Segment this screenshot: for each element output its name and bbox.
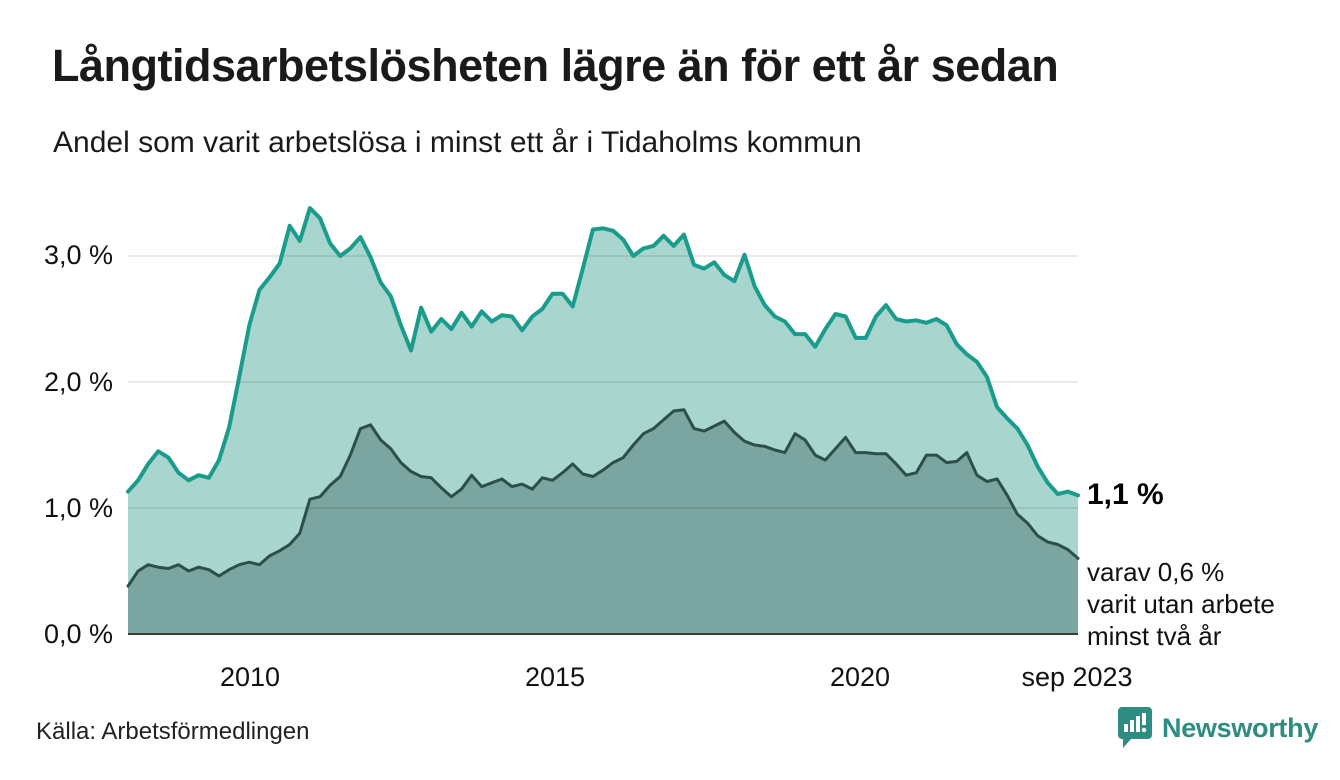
y-axis-tick: 3,0 % [43,240,113,270]
y-axis-tick: 1,0 % [43,493,113,523]
x-axis-tick: sep 2023 [1021,662,1133,692]
page-title: Långtidsarbetslösheten lägre än för ett … [52,40,1059,91]
chart-subtitle: Andel som varit arbetslösa i minst ett å… [53,126,862,159]
source-credit: Källa: Arbetsförmedlingen [36,718,310,745]
newsworthy-logo-icon [1118,707,1152,748]
newsworthy-logo: Newsworthy [1117,706,1318,750]
x-axis-tick: 2015 [524,662,586,692]
y-axis-tick: 0,0 % [43,619,113,649]
end-value-label: 1,1 % [1087,478,1164,511]
annotation-line: varit utan arbete [1087,589,1275,619]
x-axis-tick: 2020 [829,662,891,692]
brand-name: Newsworthy [1162,712,1319,743]
annotation-line: varav 0,6 % [1087,557,1225,587]
x-axis-tick: 2010 [219,662,281,692]
y-axis-tick: 2,0 % [43,367,113,397]
sub-series-annotation: varav 0,6 % varit utan arbete minst två … [1087,556,1275,652]
annotation-line: minst två år [1087,621,1222,651]
